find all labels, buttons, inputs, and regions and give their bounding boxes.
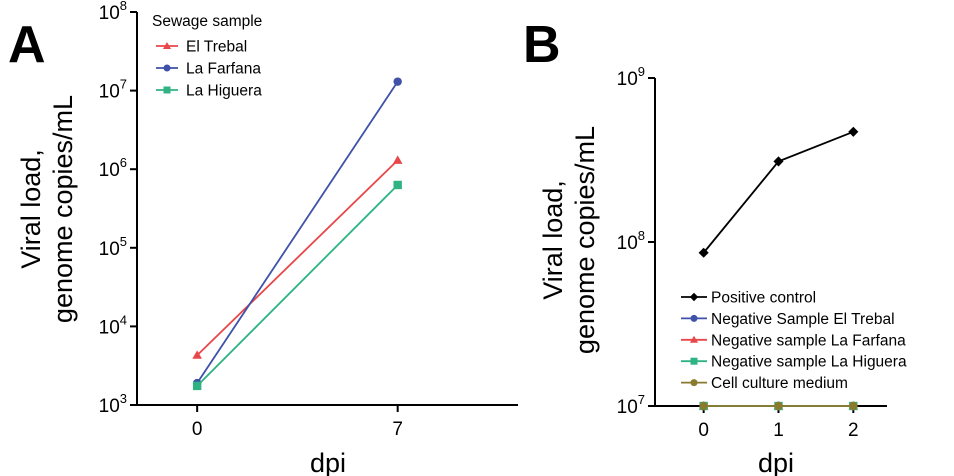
y-tick-label: 108 [617, 228, 645, 254]
series-la-farfana [192, 77, 402, 388]
y-tick-label: 107 [99, 77, 127, 103]
x-tick-label: 0 [698, 420, 709, 441]
panel-label: A [8, 16, 46, 74]
series-el-trebal [192, 155, 403, 359]
legend-marker [163, 64, 171, 72]
legend-marker [162, 41, 172, 49]
y-axis-label: Viral load, [538, 180, 568, 300]
x-tick-label: 7 [392, 419, 403, 440]
y-tick-label: 107 [617, 392, 645, 418]
y-tick-label: 103 [99, 391, 127, 417]
series-line [702, 130, 854, 254]
legend: Positive control Negative Sample El Treba… [681, 290, 907, 392]
legend-entry: El Trebal [156, 39, 247, 56]
y-tick-label: 105 [99, 234, 127, 260]
legend-marker [689, 292, 699, 302]
data-point [774, 401, 783, 411]
legend-marker [163, 86, 171, 94]
data-point [698, 247, 709, 258]
legend-marker [690, 379, 698, 387]
legend-label: La Farfana [186, 61, 261, 78]
legend-entry: La Farfana [156, 61, 261, 78]
y-tick-label: 104 [99, 312, 127, 338]
y-axis-label: genome copies/mL [570, 126, 600, 354]
series-la-higuera [192, 180, 402, 391]
legend-label: Negative sample La Farfana [711, 332, 906, 349]
panel-label: B [523, 16, 561, 74]
legend-label: Cell culture medium [711, 375, 848, 392]
series-line [196, 184, 399, 387]
x-axis-label: dpi [758, 448, 794, 476]
data-point [849, 401, 858, 411]
legend-entry: Negative sample La Higuera [681, 354, 907, 371]
data-point [393, 77, 402, 86]
series-line [196, 159, 399, 356]
legend-marker [690, 357, 698, 365]
legend-marker [689, 335, 699, 343]
series-line [196, 81, 399, 384]
legend-marker [690, 314, 698, 322]
legend-label: Negative Sample El Trebal [711, 311, 895, 328]
x-tick-label: 2 [848, 420, 859, 441]
legend-entry: Negative sample La Farfana [681, 332, 906, 349]
data-point [393, 180, 402, 190]
legend-entry: Negative Sample El Trebal [681, 311, 895, 328]
series-positive-control [698, 126, 859, 258]
legend-entry: Cell culture medium [681, 375, 848, 392]
legend: Sewage sample El Trebal La Farfana La Higue… [152, 13, 262, 100]
data-point [699, 401, 708, 411]
x-tick-label: 1 [773, 420, 784, 441]
legend-label: Negative sample La Higuera [711, 354, 907, 371]
data-point [773, 156, 784, 167]
legend-title: Sewage sample [152, 13, 262, 30]
x-axis-label: dpi [310, 448, 346, 476]
y-tick-label: 108 [99, 0, 127, 24]
legend-entry: Positive control [681, 290, 816, 307]
legend-entry: La Higuera [156, 83, 262, 100]
data-point [192, 381, 202, 391]
x-tick-label: 0 [192, 419, 203, 440]
chart-panel-A: A 103 104 105 106 107 108 0 7 dpi Viral load, genom… [8, 0, 518, 476]
legend-label: Positive control [711, 290, 816, 307]
legend-label: La Higuera [186, 83, 262, 100]
series-cell-culture-medium [699, 401, 858, 411]
y-axis-label: genome copies/mL [48, 95, 78, 323]
y-tick-label: 106 [99, 155, 127, 181]
data-point [192, 350, 202, 359]
legend-label: El Trebal [186, 39, 247, 56]
data-point [848, 126, 859, 137]
y-axis-label: Viral load, [16, 149, 46, 269]
chart-panel-B: B 107 108 109 0 1 2 dpi Viral load, genome copies… [523, 16, 907, 476]
data-point [392, 155, 403, 164]
y-tick-label: 109 [617, 64, 645, 90]
